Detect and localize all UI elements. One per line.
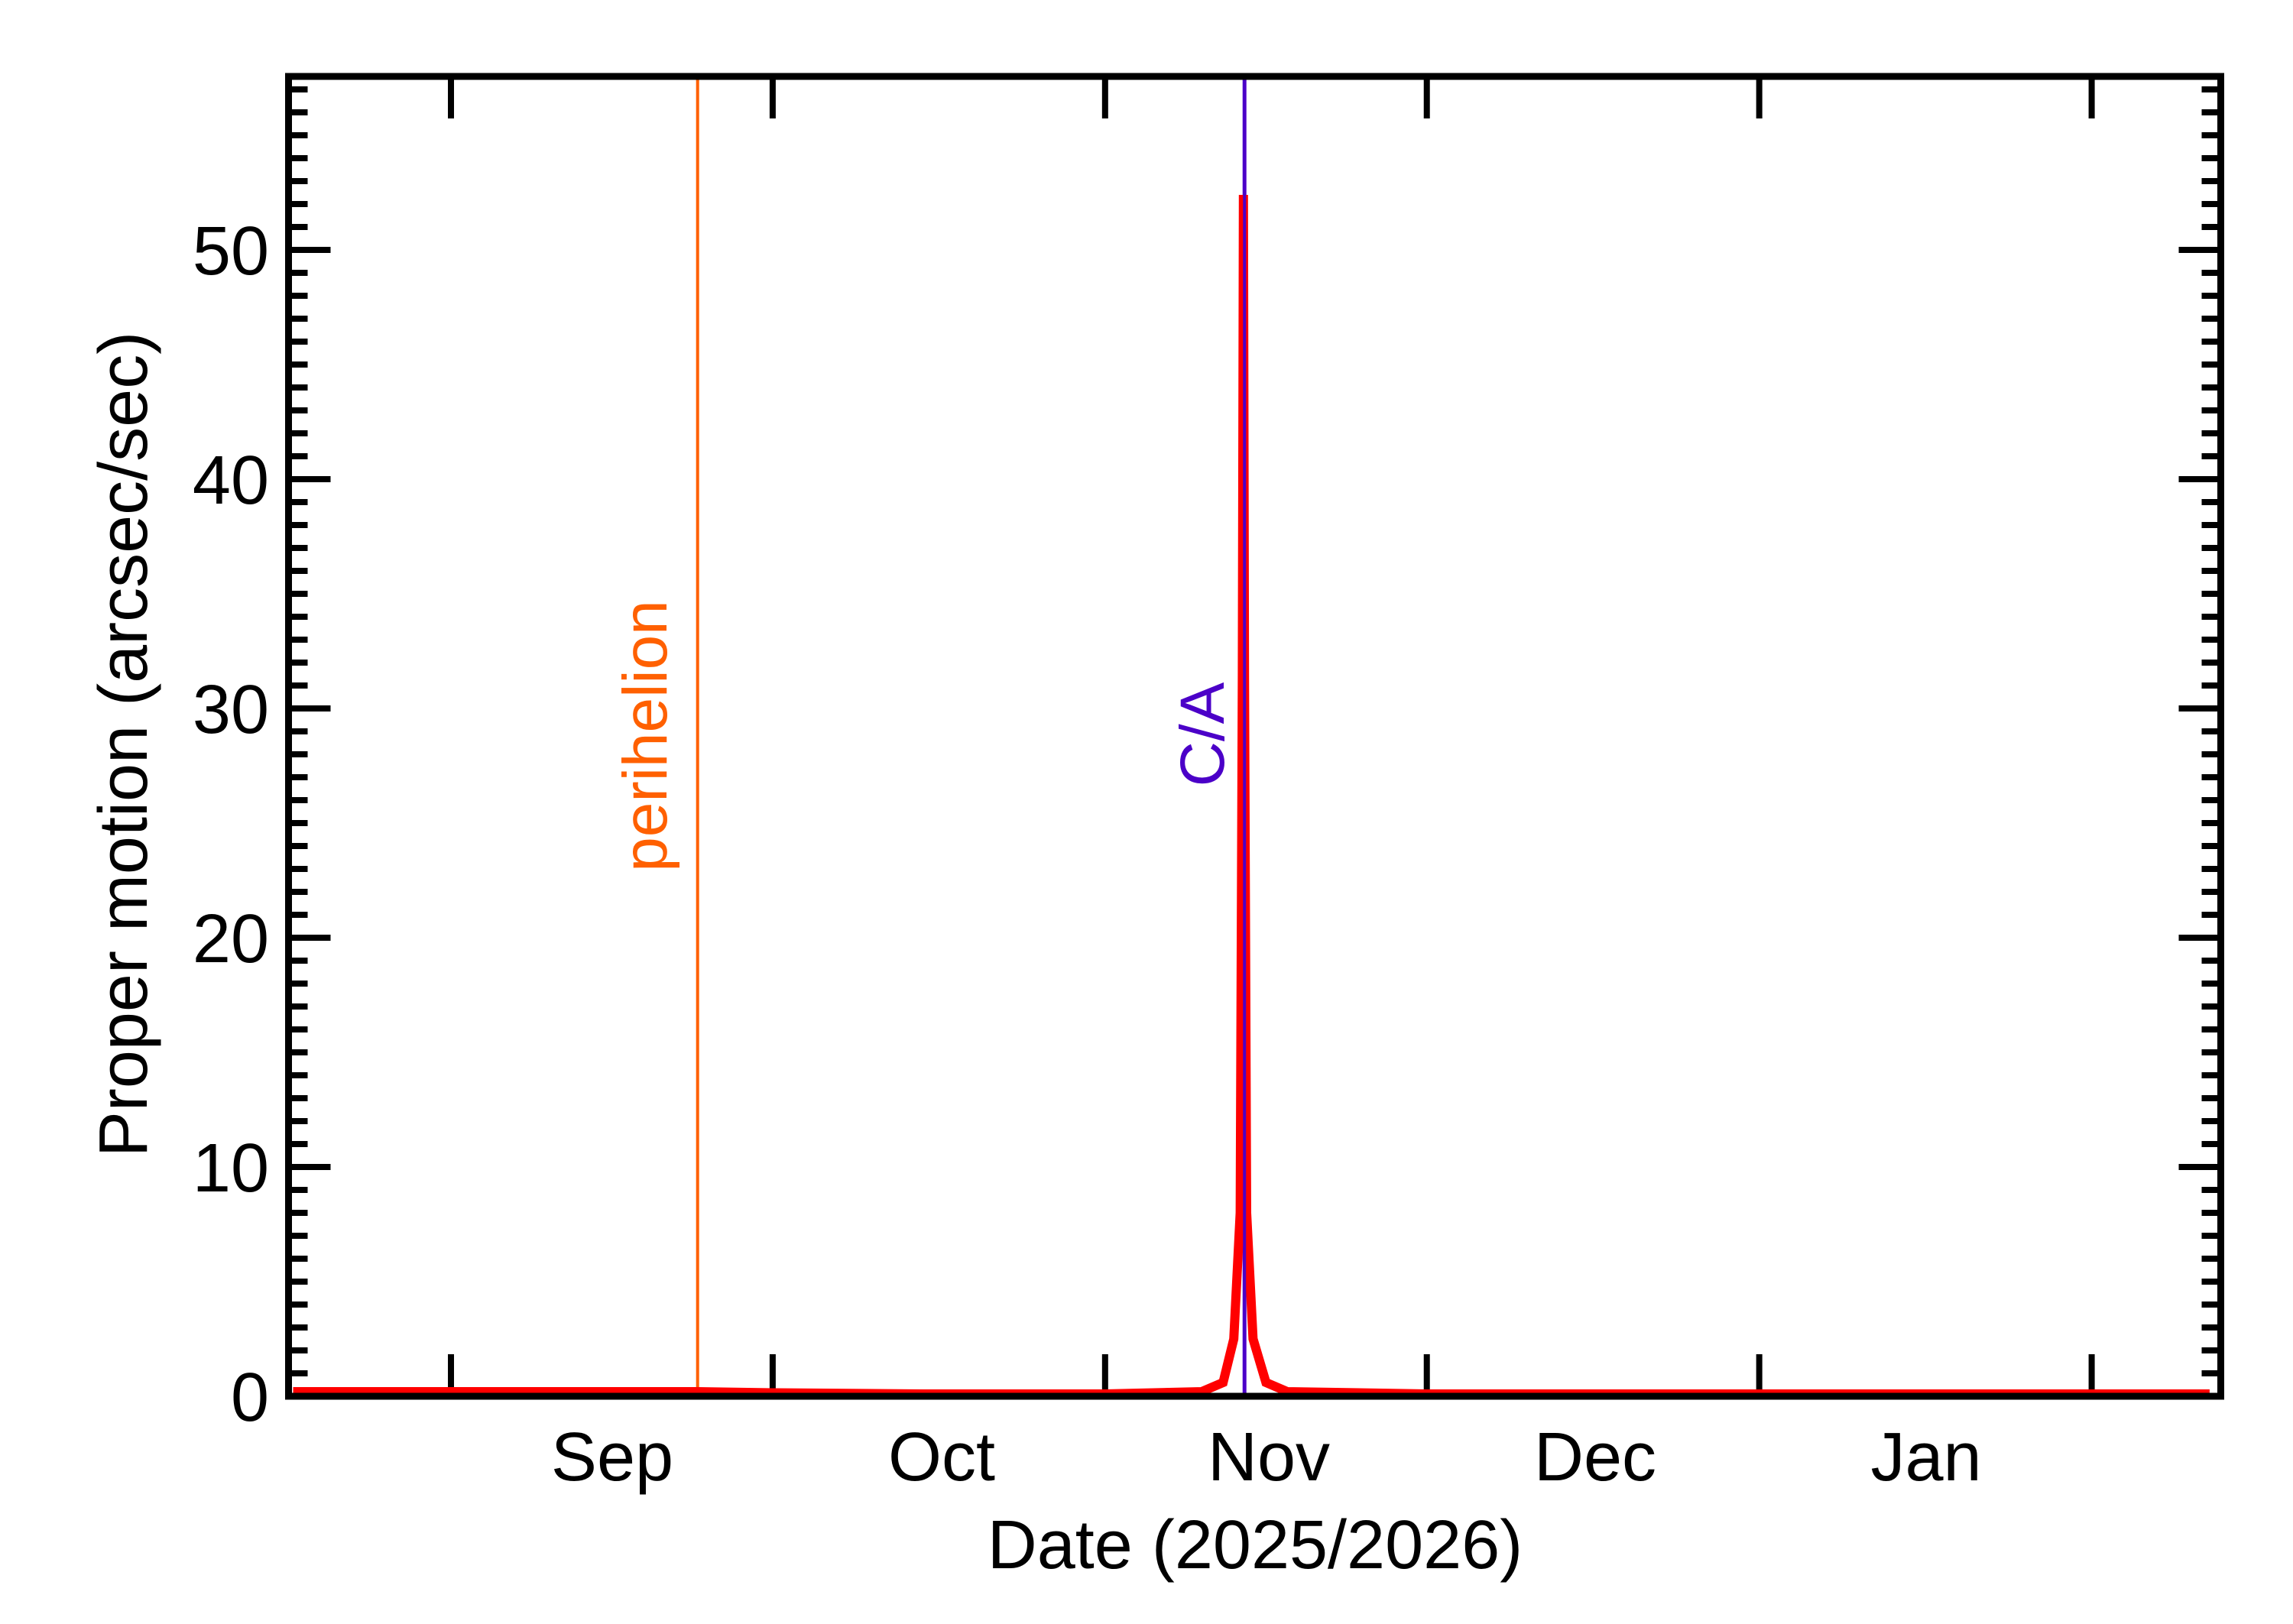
y-tick-label: 50 bbox=[193, 213, 269, 290]
plot-frame bbox=[285, 73, 2224, 1400]
x-tick-label-sep: Sep bbox=[551, 1419, 673, 1496]
closest-approach-label: C/A bbox=[1168, 682, 1237, 786]
x-axis-title: Date (2025/2026) bbox=[988, 1507, 1523, 1583]
x-month-ticks bbox=[448, 76, 2095, 1396]
x-tick-label-dec: Dec bbox=[1534, 1419, 1656, 1496]
y-tick-label: 30 bbox=[193, 672, 269, 748]
y-axis-title: Proper motion (arcsec/sec) bbox=[86, 332, 162, 1157]
x-tick-label-nov: Nov bbox=[1208, 1419, 1330, 1496]
y-tick-label: 0 bbox=[231, 1360, 269, 1436]
y-tick-labels: 0 10 20 30 40 50 bbox=[193, 213, 269, 1436]
y-tick-label: 10 bbox=[193, 1130, 269, 1207]
y-tick-label: 20 bbox=[193, 901, 269, 977]
x-tick-label-jan: Jan bbox=[1870, 1419, 1981, 1496]
x-tick-labels: Sep Oct Nov Dec Jan bbox=[551, 1419, 1982, 1496]
perihelion-label: perihelion bbox=[611, 600, 680, 872]
y-tick-label: 40 bbox=[193, 442, 269, 519]
x-tick-label-oct: Oct bbox=[888, 1419, 995, 1496]
